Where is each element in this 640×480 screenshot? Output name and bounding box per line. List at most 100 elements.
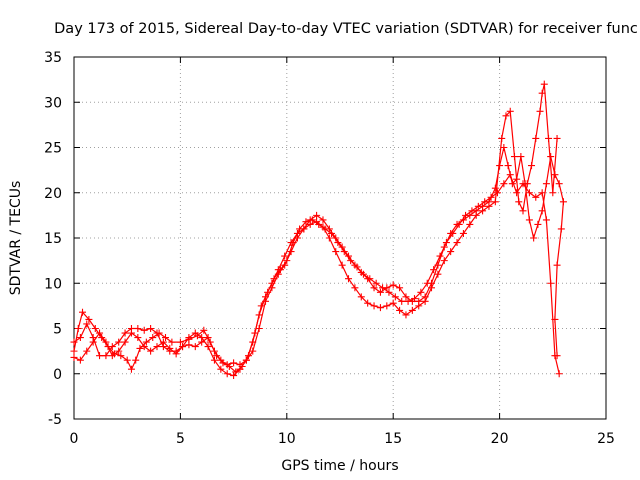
gridlines [74,57,606,419]
data-point [421,293,429,301]
data-point [102,352,110,360]
data-point [389,281,397,289]
data-point [370,302,378,310]
data-point [540,80,548,88]
data-point [521,180,529,188]
data-point [508,180,516,188]
y-tick-label: 5 [53,322,62,338]
data-point [389,299,397,307]
data-point [396,306,404,314]
data-point [506,107,514,115]
data-point [274,270,282,278]
data-point [466,211,474,219]
data-point [402,311,410,319]
data-point [210,356,218,364]
data-point [185,341,193,349]
data-point [453,220,461,228]
data-point [528,162,536,170]
data-point [132,356,140,364]
x-tick-label: 25 [597,431,615,447]
data-point [153,329,161,337]
data-point [345,275,353,283]
data-point [102,338,110,346]
data-point [338,261,346,269]
data-point [402,293,410,301]
data-point [255,311,263,319]
data-point [491,198,499,206]
data-point [281,261,289,269]
data-point [542,180,550,188]
data-point [325,234,333,242]
data-point [210,347,218,355]
data-point [76,334,84,342]
data-point [485,198,493,206]
data-point [121,338,129,346]
y-tick-label: 15 [44,231,62,247]
data-point [338,243,346,251]
data-point [364,299,372,307]
data-point [447,229,455,237]
data-point [70,338,78,346]
data-point [217,356,225,364]
data-point [370,284,378,292]
data-point [140,343,148,351]
data-point [547,153,555,161]
data-point [76,356,84,364]
data-point [551,171,559,179]
data-point [223,361,231,369]
data-point [159,343,167,351]
data-point [262,297,270,305]
data-point [557,225,565,233]
data-point [147,347,155,355]
data-point [466,220,474,228]
data-series [70,80,567,380]
series-line [73,146,565,366]
data-point [74,325,82,332]
data-point [134,325,142,332]
data-point [83,347,91,355]
y-tick-label: -5 [48,412,62,428]
y-tick-label: 10 [44,276,62,292]
data-point [519,207,527,215]
data-point [532,134,540,142]
data-point [127,365,135,373]
data-point [440,257,448,265]
data-point [319,223,327,231]
data-point [538,89,546,97]
data-point [168,338,176,346]
data-point [230,372,238,380]
data-point [459,229,467,237]
data-point [372,279,380,287]
data-point [142,338,150,346]
data-point [172,347,180,355]
data-point [351,284,359,292]
data-point [319,216,327,224]
data-point [447,248,455,256]
data-point [176,338,184,346]
data-point [115,347,123,355]
data-point [415,297,423,305]
data-point [268,284,276,292]
data-point [287,239,295,247]
x-tick-label: 5 [176,431,185,447]
data-point [166,347,174,355]
data-point [134,334,142,342]
data-point [306,216,314,224]
data-point [408,306,416,314]
data-point [383,302,391,310]
data-point [553,134,561,142]
data-point [551,315,559,323]
data-point [121,329,129,337]
data-point [255,325,263,332]
data-point [153,343,161,351]
data-point [472,207,480,215]
data-point [440,243,448,251]
data-point [376,288,384,296]
data-point [500,144,508,151]
data-point [391,293,399,301]
y-tick-label: 30 [44,95,62,111]
data-point [504,162,512,170]
data-point [198,338,206,346]
data-point [459,216,467,224]
